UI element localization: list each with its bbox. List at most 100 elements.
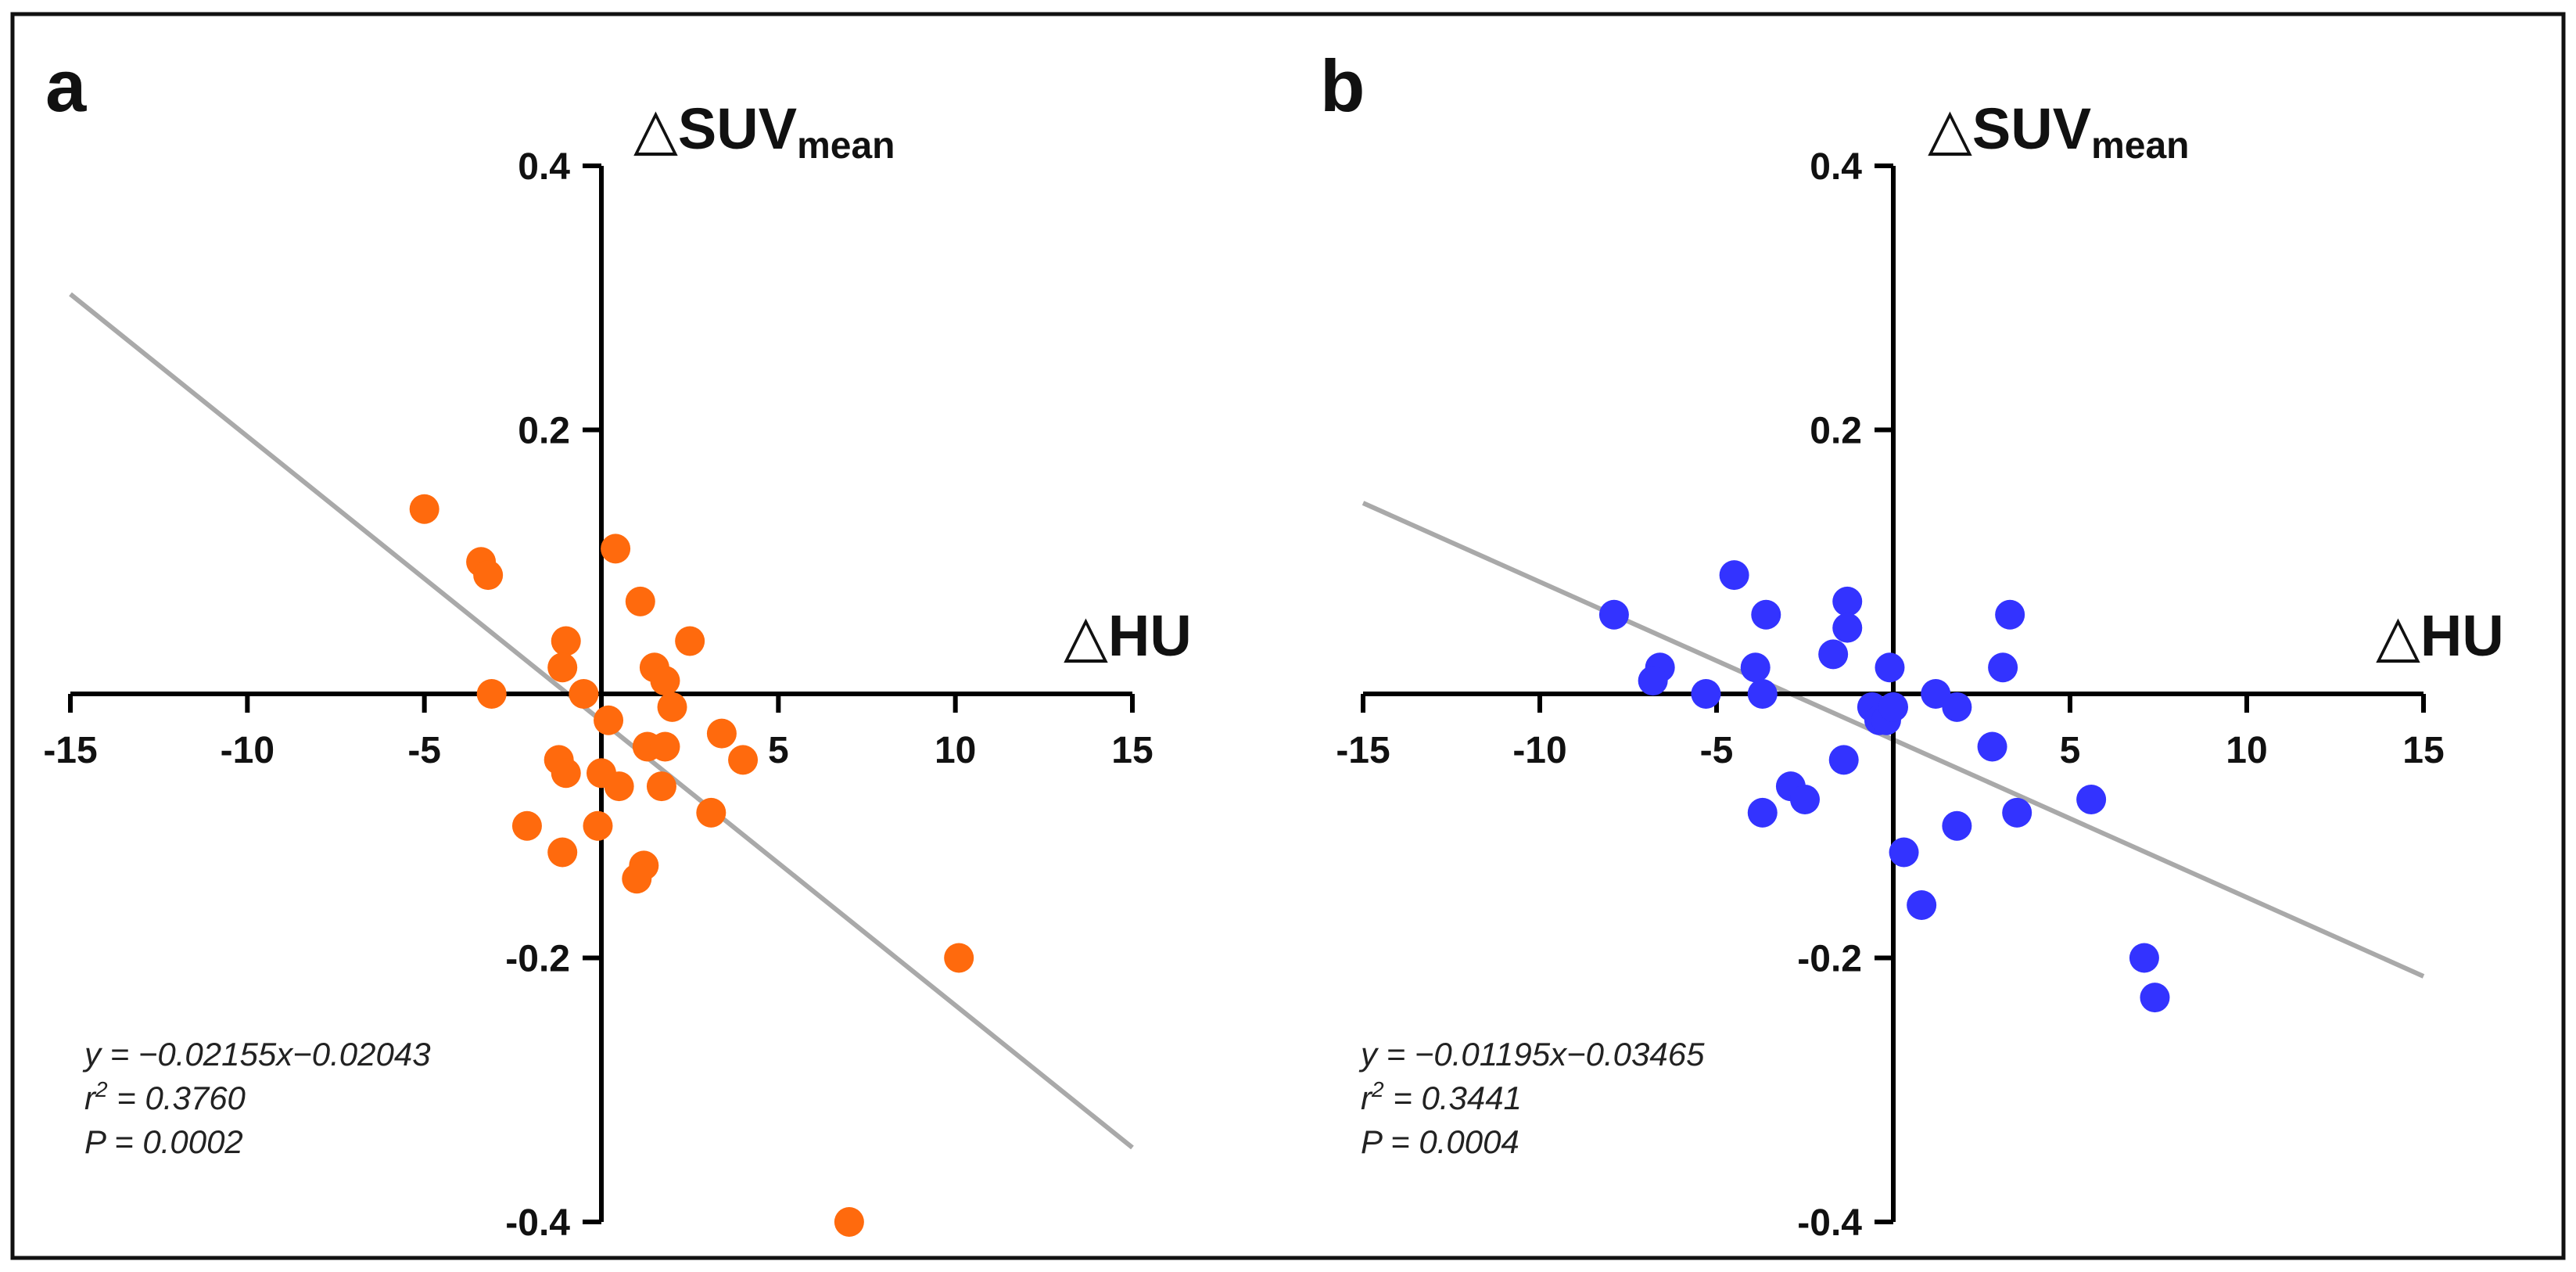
panel-a-p-value: P = 0.0002 xyxy=(84,1123,243,1160)
panel-b-y-tick-label: 0.2 xyxy=(1810,411,1862,452)
panel-a-y-delta: △ xyxy=(633,95,678,163)
panel-a-data-point xyxy=(834,1207,864,1237)
panel-a-data-point xyxy=(547,837,578,868)
panel-a-equation: y = −0.02155x−0.02043 xyxy=(82,1036,431,1073)
panel-b-x-tick-label: -5 xyxy=(1700,730,1734,771)
panel-a-x-axis-title: △HU xyxy=(1064,602,1192,670)
panel-a: a -15 -10 -5 5 10 15 0.40.2-0.2-0.4 △SUVmean … xyxy=(43,45,1192,1244)
panel-a-label: a xyxy=(45,45,87,127)
panel-b-label: b xyxy=(1320,45,1365,127)
panel-a-data-point xyxy=(728,745,759,775)
panel-a-x-tick-label: 10 xyxy=(935,730,976,771)
panel-a-y-title-sub: mean xyxy=(797,125,895,167)
panel-a-data-point xyxy=(675,626,705,656)
panel-a-y-axis-title: △SUVmean xyxy=(633,95,895,167)
panel-a-y-tick-label: 0.2 xyxy=(518,411,570,452)
panel-b-data-point xyxy=(1878,692,1908,722)
panel-a-data-point xyxy=(601,534,631,564)
panel-a-x-tick-label: 5 xyxy=(768,730,789,771)
panel-b-y-title-main: SUV xyxy=(1972,96,2091,161)
panel-a-r2-value: = 0.3760 xyxy=(108,1080,246,1116)
panel-b-data-point xyxy=(1751,599,1781,630)
panel-a-data-point xyxy=(594,705,624,735)
panel-a-r2-superscript: 2 xyxy=(95,1077,108,1101)
panel-a-x-tick-label: -15 xyxy=(43,730,97,771)
panel-b-data-point xyxy=(1740,652,1771,683)
panel-b-y-title-sub: mean xyxy=(2091,125,2189,167)
panel-a-data-point xyxy=(569,679,599,709)
panel-b-r-squared: r2 = 0.3441 xyxy=(1361,1077,1522,1116)
panel-b-data-point xyxy=(1995,599,2025,630)
panel-a-data-point xyxy=(657,692,687,722)
panel-b-data-point xyxy=(1818,639,1849,670)
panel-b-x-tick-label: -10 xyxy=(1512,730,1566,771)
panel-b-data-point xyxy=(1889,837,1919,868)
panel-b-data-point xyxy=(1691,679,1721,709)
panel-b-data-point xyxy=(1598,599,1629,630)
panel-b-equation: y = −0.01195x−0.03465 xyxy=(1358,1036,1705,1073)
panel-b-data-point xyxy=(1942,810,1972,841)
panel-b-points xyxy=(1598,560,2170,1013)
panel-a-y-ticks: 0.4 0.2 -0.2 -0.4 xyxy=(505,146,601,1244)
panel-b-x-delta: △ xyxy=(2376,602,2420,670)
panel-b-x-tick-label: -15 xyxy=(1336,730,1390,771)
panel-a-y-tick-label: -0.4 xyxy=(505,1202,570,1244)
panel-a-data-point xyxy=(551,758,581,789)
panel-b-data-point xyxy=(1988,652,2018,683)
panel-a-x-tick-label: 15 xyxy=(1111,730,1153,771)
panel-a-data-point xyxy=(604,771,634,802)
panel-b-data-point xyxy=(1719,560,1749,591)
panel-b-x-title-text: HU xyxy=(2420,603,2504,668)
panel-b-y-axis-title: △SUVmean xyxy=(1928,95,2189,167)
panel-a-data-point xyxy=(583,810,613,841)
panel-b-r2-prefix: r xyxy=(1361,1080,1373,1116)
panel-b-p-value: P = 0.0004 xyxy=(1361,1123,1519,1160)
panel-b-data-point xyxy=(1875,652,1905,683)
panel-b-data-point xyxy=(1747,679,1778,709)
panel-a-x-title-text: HU xyxy=(1108,603,1192,668)
panel-b-data-point xyxy=(2129,943,2159,973)
panel-b-y-tick-label: -0.2 xyxy=(1797,939,1862,980)
panel-b-x-axis-title: △HU xyxy=(2376,602,2504,670)
panel-b-data-point xyxy=(2140,983,2170,1013)
panel-b-data-point xyxy=(1828,745,1859,775)
panel-a-data-point xyxy=(409,494,439,524)
panel-a-data-point xyxy=(944,943,974,973)
panel-b-data-point xyxy=(1977,731,2007,762)
panel-b-x-tick-label: 5 xyxy=(2060,730,2081,771)
panel-b-y-ticks: 0.4 0.2 -0.2 -0.4 xyxy=(1797,146,1893,1244)
panel-b-y-tick-label: -0.4 xyxy=(1797,1202,1862,1244)
panel-a-data-point xyxy=(625,586,655,616)
panel-b-data-point xyxy=(1832,586,1863,616)
panel-a-data-point xyxy=(473,560,504,591)
panel-b: b -15 -10 -5 5 10 15 0.40.2-0.2-0.4 △SUVmean … xyxy=(1320,45,2504,1244)
panel-b-data-point xyxy=(1907,890,1937,920)
panel-a-data-point xyxy=(476,679,507,709)
panel-a-x-tick-label: -5 xyxy=(407,730,441,771)
panel-b-x-tick-label: 15 xyxy=(2402,730,2444,771)
panel-a-y-title-main: SUV xyxy=(678,96,797,161)
panel-b-data-point xyxy=(2002,797,2032,828)
panel-a-r-squared: r2 = 0.3760 xyxy=(84,1077,246,1116)
panel-a-data-point xyxy=(696,797,727,828)
panel-a-data-point xyxy=(547,652,578,683)
panel-b-data-point xyxy=(1921,679,1951,709)
panel-b-y-delta: △ xyxy=(1928,95,1972,163)
panel-b-r2-value: = 0.3441 xyxy=(1384,1080,1522,1116)
panel-a-data-point xyxy=(622,864,652,894)
panel-a-y-tick-label: -0.2 xyxy=(505,939,570,980)
panel-a-points xyxy=(409,494,974,1237)
panel-b-data-point xyxy=(1790,785,1820,814)
panel-b-r2-superscript: 2 xyxy=(1371,1077,1384,1101)
panel-a-x-ticks: -15 -10 -5 5 10 15 xyxy=(43,694,1153,771)
panel-b-data-point xyxy=(2076,785,2107,814)
panel-a-data-point xyxy=(511,810,542,841)
panel-b-y-tick-label: 0.4 xyxy=(1810,146,1862,188)
panel-b-data-point xyxy=(1942,692,1972,722)
panel-a-data-point xyxy=(650,666,680,696)
panel-a-data-point xyxy=(706,718,737,749)
panel-b-data-point xyxy=(1747,797,1778,828)
panel-a-data-point xyxy=(650,731,680,762)
figure-border xyxy=(10,12,2566,1260)
